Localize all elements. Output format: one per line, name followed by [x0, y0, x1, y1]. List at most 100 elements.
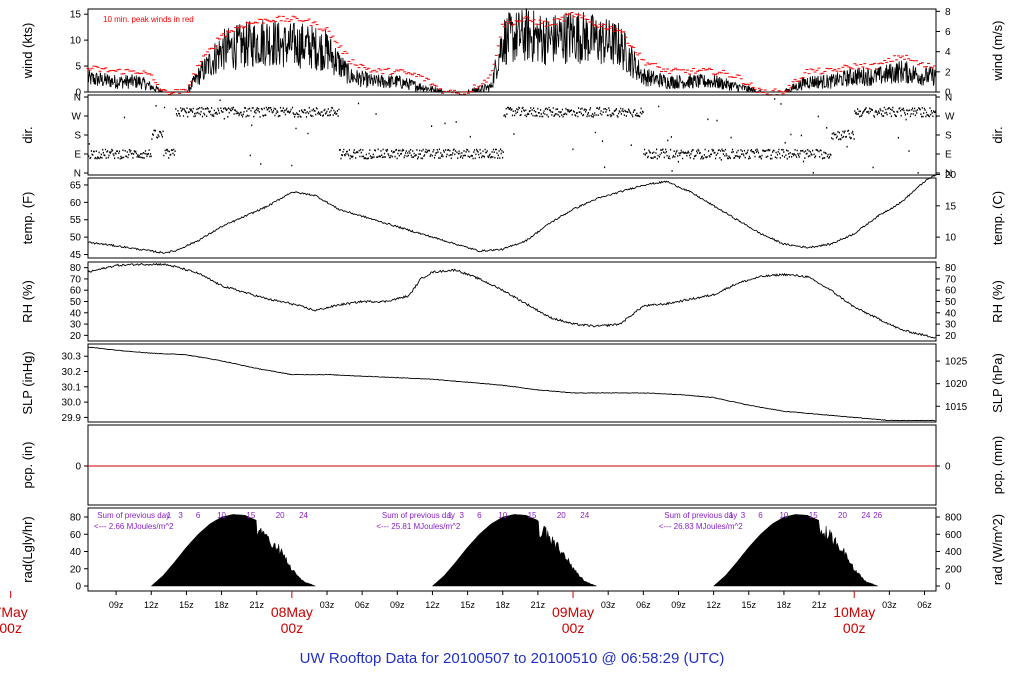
- temp-ylabel-right: temp. (C): [990, 191, 1005, 245]
- dir-right-tick-label: E: [945, 150, 952, 161]
- rad-right-tick-label: 400: [945, 547, 962, 558]
- time-tick-label: 12z: [144, 600, 159, 610]
- slp-left-tick-label: 29.9: [62, 413, 82, 424]
- rh-left-tick-label: 70: [70, 274, 82, 285]
- rad-area-day2: [431, 514, 597, 587]
- dir-left-tick-label: N: [74, 93, 81, 104]
- temp-right-tick-label: 10: [945, 233, 957, 244]
- rad-day-hour-label: 1: [729, 511, 734, 520]
- dir-ylabel-left: dir.: [20, 126, 35, 143]
- pcp-left-tick-label: 0: [75, 462, 81, 473]
- rh-left-tick-label: 30: [70, 320, 82, 331]
- rad-annotation-line2: <--- 25.81 MJoules/m^2: [376, 522, 461, 531]
- time-tick-label: 06z: [917, 600, 932, 610]
- temp-left-tick-label: 65: [70, 180, 82, 191]
- slp-left-tick-label: 30.2: [62, 367, 82, 378]
- dir-right-tick-label: S: [945, 131, 952, 142]
- time-tick-label: 03z: [601, 600, 616, 610]
- slp-left-tick-label: 30.1: [62, 382, 82, 393]
- slp-frame: [87, 343, 937, 423]
- temp-right-tick-label: 20: [945, 170, 957, 181]
- rad-annotation-line1: Sum of previous day: [97, 511, 170, 520]
- wind-left-tick-label: 0: [75, 88, 81, 99]
- rad-day-hour-label: 6: [758, 511, 763, 520]
- wind-peak-markers: [86, 12, 936, 96]
- slp-ylabel-right: SLP (hPa): [990, 353, 1005, 413]
- slp-left-tick-label: 30.0: [62, 398, 82, 409]
- dir-left-tick-label: S: [74, 131, 81, 142]
- rad-annotation-line2: <--- 2.66 MJoules/m^2: [94, 522, 174, 531]
- date-label-day: 7May: [0, 604, 28, 620]
- date-label-time: 00z: [562, 620, 585, 636]
- slp-ylabel-left: SLP (inHg): [20, 351, 35, 414]
- rad-day-hour-label: 1: [448, 511, 453, 520]
- rad-day-hour-label: 15: [246, 511, 255, 520]
- title-suffix: 20100510 @ 06:58:29 (UTC): [530, 650, 725, 667]
- rad-area-day3: [712, 514, 878, 587]
- rh-right-tick-label: 50: [945, 297, 957, 308]
- rad-day-hour-label: 20: [276, 511, 285, 520]
- temp-left-tick-label: 55: [70, 215, 82, 226]
- time-tick-label: 15z: [742, 600, 757, 610]
- dir-left-tick-label: E: [74, 150, 81, 161]
- time-tick-label: 15z: [179, 600, 194, 610]
- rad-day-hour-label: 24: [861, 511, 870, 520]
- rad-annotation-line1: Sum of previous day: [664, 511, 737, 520]
- rad-area-day1: [150, 514, 316, 587]
- rad-right-tick-label: 0: [945, 582, 951, 593]
- slp-left-tick-label: 30.3: [62, 352, 82, 363]
- slp-right-tick-label: 1015: [945, 402, 968, 413]
- dir-points: [88, 98, 937, 174]
- title-to: to: [513, 650, 527, 667]
- chart-title: UW Rooftop Data for 20100507 to 20100510…: [0, 650, 1024, 667]
- date-label-time: 00z: [0, 620, 22, 636]
- pcp-frame: [87, 424, 937, 506]
- wind-peak-annotation: 10 min. peak winds in red: [103, 15, 194, 24]
- rh-line: [87, 262, 936, 339]
- title-prefix: UW Rooftop Data for 20100507: [299, 650, 510, 667]
- rad-right-tick-label: 200: [945, 564, 962, 575]
- rad-annotation-line2: <--- 26.83 MJoules/m^2: [659, 522, 744, 531]
- rad-day-hour-label: 20: [838, 511, 847, 520]
- time-tick-label: 21z: [812, 600, 827, 610]
- rad-day-hour-label: 10: [779, 511, 788, 520]
- date-label-day: 09May: [552, 604, 594, 620]
- time-tick-label: 18z: [495, 600, 510, 610]
- rad-left-tick-label: 0: [75, 582, 81, 593]
- time-tick-label: 12z: [706, 600, 721, 610]
- rad-day-hour-label: 10: [217, 511, 226, 520]
- time-tick-label: 18z: [214, 600, 229, 610]
- rh-ylabel-left: RH (%): [20, 280, 35, 323]
- time-tick-label: 18z: [777, 600, 792, 610]
- rad-right-tick-label: 600: [945, 530, 962, 541]
- rad-day-hour-label: 26: [873, 511, 882, 520]
- temp-left-tick-label: 50: [70, 233, 82, 244]
- wind-speed-line: [87, 8, 937, 94]
- rh-right-tick-label: 30: [945, 320, 957, 331]
- wind-right-tick-label: 2: [945, 67, 951, 78]
- dir-right-tick-label: N: [945, 169, 952, 180]
- time-tick-label: 21z: [249, 600, 264, 610]
- rad-left-tick-label: 20: [70, 564, 82, 575]
- rad-left-tick-label: 40: [70, 547, 82, 558]
- dir-right-tick-label: N: [945, 93, 952, 104]
- wind-ylabel-left: wind (kts): [20, 23, 35, 80]
- rad-day-hour-label: 20: [557, 511, 566, 520]
- rh-right-tick-label: 70: [945, 274, 957, 285]
- rh-left-tick-label: 40: [70, 308, 82, 319]
- slp-right-tick-label: 1025: [945, 357, 968, 368]
- dir-left-tick-label: W: [72, 112, 82, 123]
- rad-day-hour-label: 24: [299, 511, 308, 520]
- rad-day-hour-label: 15: [809, 511, 818, 520]
- slp-right-tick-label: 1020: [945, 379, 968, 390]
- pcp-ylabel-right: pcp. (mm): [990, 436, 1005, 495]
- rh-right-tick-label: 40: [945, 308, 957, 319]
- rad-day-hour-label: 24: [580, 511, 589, 520]
- time-tick-label: 12z: [425, 600, 440, 610]
- pcp-ylabel-left: pcp. (in): [20, 442, 35, 489]
- date-label-day: 08May: [271, 604, 313, 620]
- rh-left-tick-label: 80: [70, 263, 82, 274]
- rad-day-hour-label: 6: [477, 511, 482, 520]
- rad-day-hour-label: 3: [460, 511, 465, 520]
